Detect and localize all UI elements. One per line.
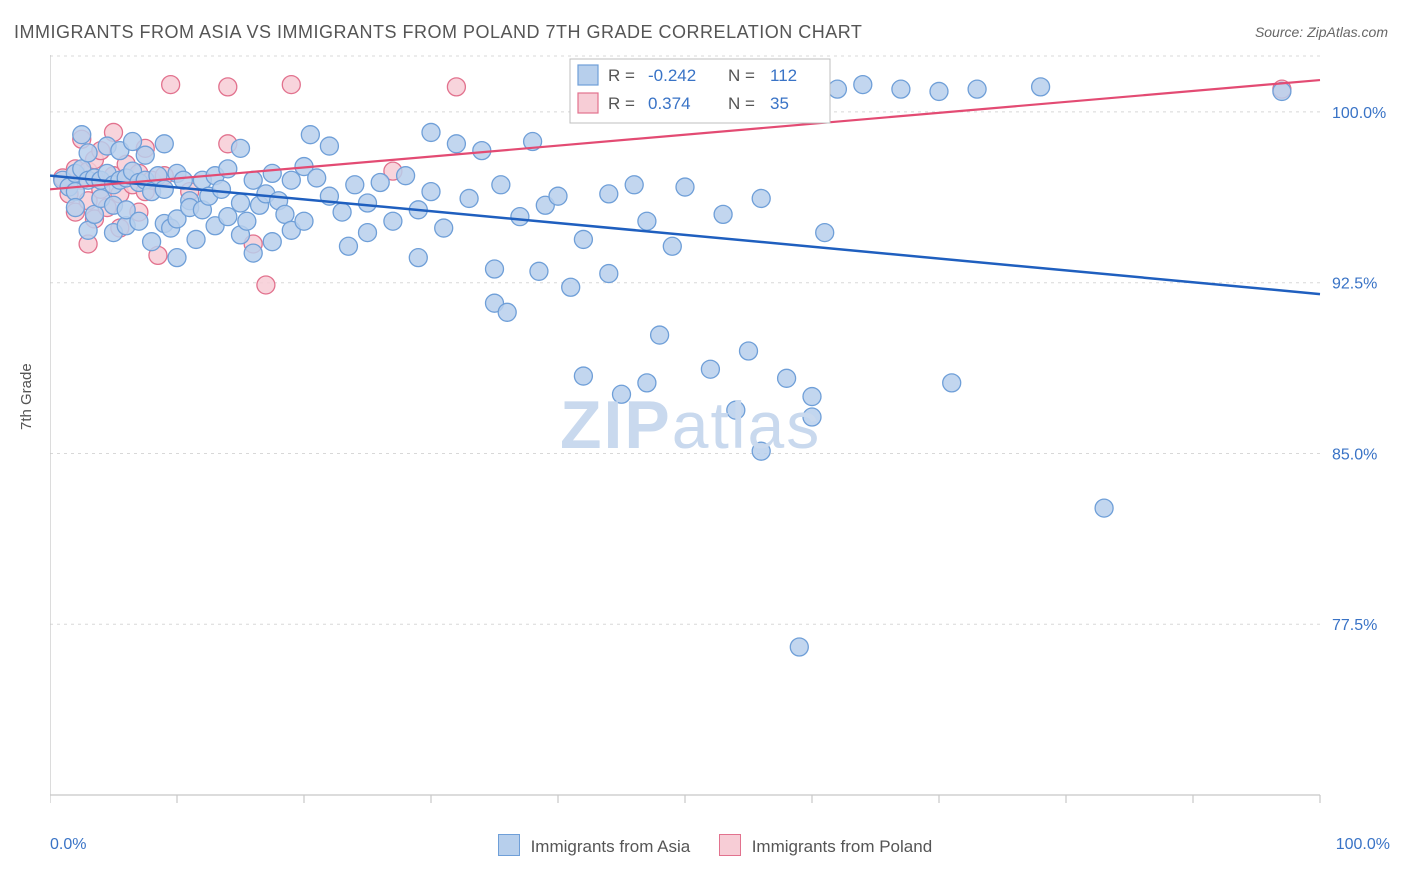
- y-axis-label: 7th Grade: [18, 363, 35, 430]
- svg-text:100.0%: 100.0%: [1332, 105, 1386, 122]
- svg-text:35: 35: [770, 94, 789, 113]
- svg-text:R =: R =: [608, 66, 635, 85]
- chart-title: IMMIGRANTS FROM ASIA VS IMMIGRANTS FROM …: [14, 22, 862, 43]
- svg-text:R =: R =: [608, 94, 635, 113]
- legend-swatch-poland: [719, 834, 741, 856]
- chart-area: 77.5%85.0%92.5%100.0%R =-0.242N =112R = …: [50, 55, 1390, 825]
- source-attribution: Source: ZipAtlas.com: [1255, 24, 1388, 40]
- svg-text:85.0%: 85.0%: [1332, 446, 1377, 463]
- svg-text:N =: N =: [728, 66, 755, 85]
- svg-text:0.374: 0.374: [648, 94, 691, 113]
- svg-text:77.5%: 77.5%: [1332, 617, 1377, 634]
- svg-text:92.5%: 92.5%: [1332, 276, 1377, 293]
- scatter-chart-svg: 77.5%85.0%92.5%100.0%R =-0.242N =112R = …: [50, 55, 1390, 825]
- bottom-legend: Immigrants from Asia Immigrants from Pol…: [0, 834, 1406, 857]
- svg-text:-0.242: -0.242: [648, 66, 696, 85]
- legend-label-poland: Immigrants from Poland: [752, 837, 932, 856]
- legend-label-asia: Immigrants from Asia: [531, 837, 691, 856]
- svg-text:112: 112: [770, 66, 797, 85]
- svg-text:N =: N =: [728, 94, 755, 113]
- legend-swatch-asia: [498, 834, 520, 856]
